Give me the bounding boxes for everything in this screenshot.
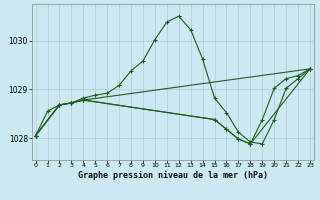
X-axis label: Graphe pression niveau de la mer (hPa): Graphe pression niveau de la mer (hPa) [78,171,268,180]
